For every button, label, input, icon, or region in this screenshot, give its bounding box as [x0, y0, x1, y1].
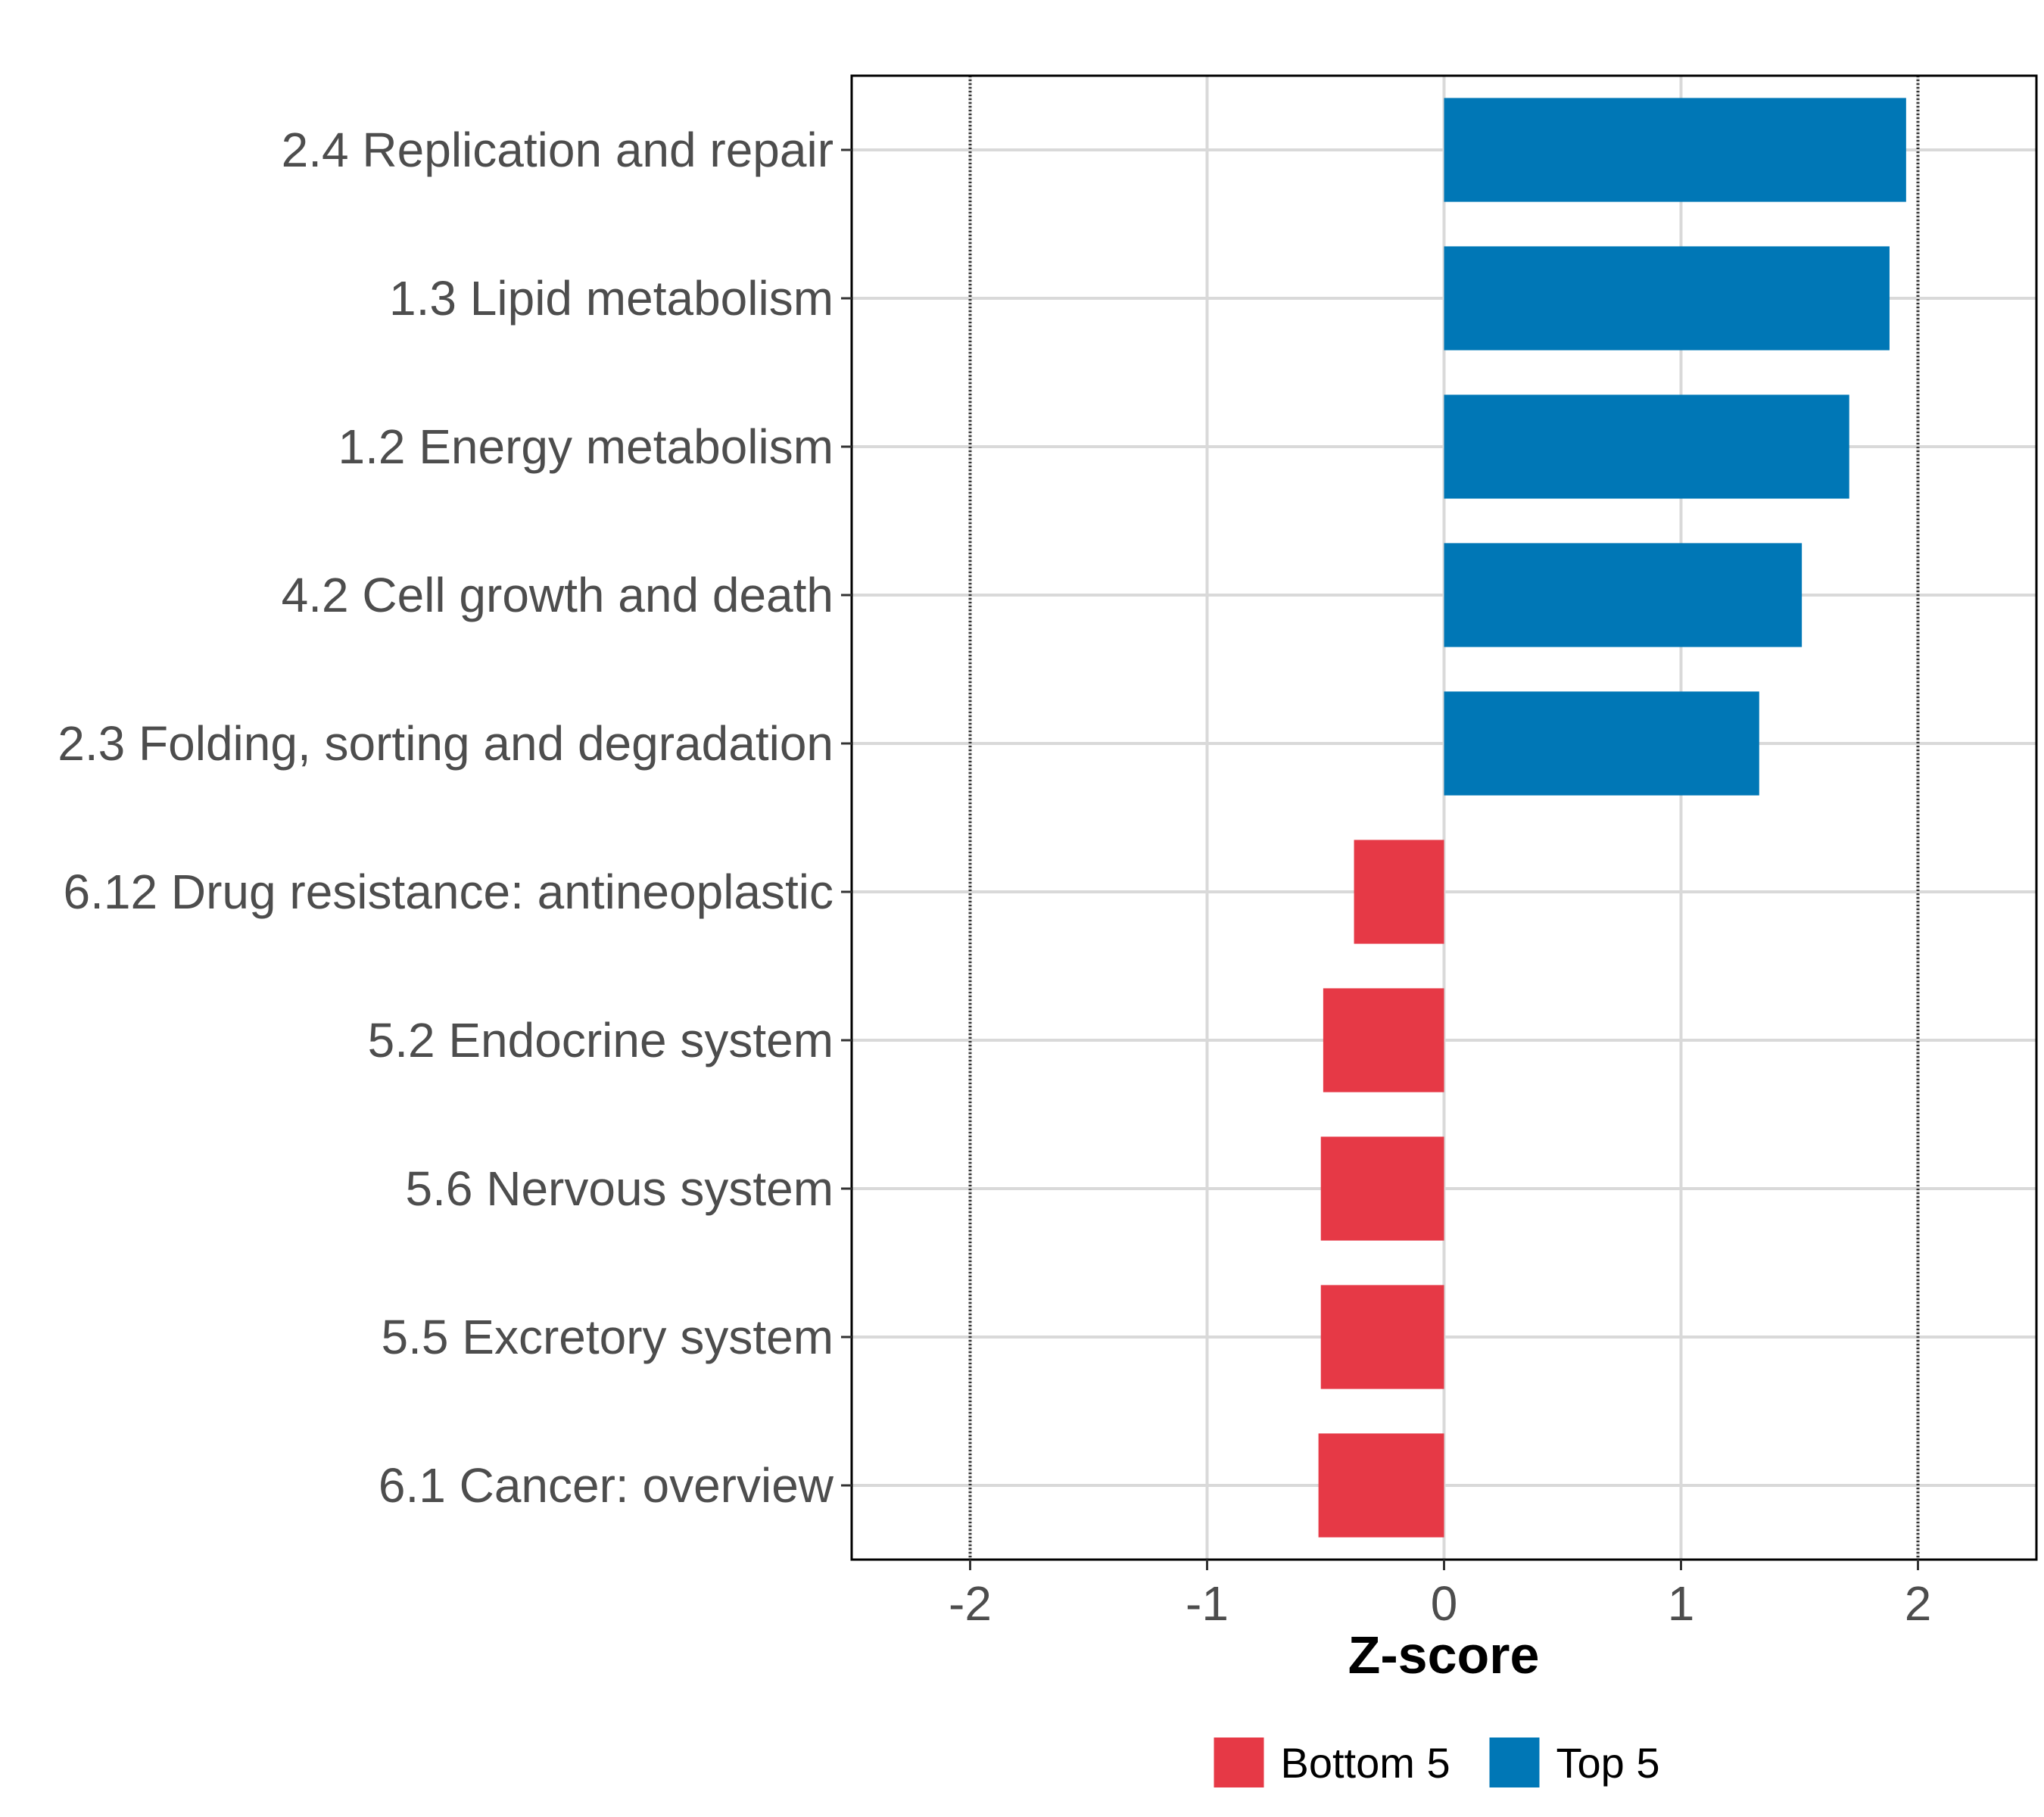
- x-tick-label: 1: [1668, 1576, 1695, 1631]
- bar: [1444, 691, 1759, 796]
- category-label: 1.2 Energy metabolism: [338, 419, 833, 474]
- x-tick-label: 0: [1431, 1576, 1458, 1631]
- reference-lines: [968, 76, 1920, 1560]
- x-tick-label: 2: [1905, 1576, 1932, 1631]
- bar: [1444, 98, 1906, 202]
- category-label: 4.2 Cell growth and death: [282, 568, 833, 622]
- x-tick-label: -1: [1186, 1576, 1229, 1631]
- legend-key: [1489, 1738, 1540, 1787]
- bar: [1354, 840, 1444, 944]
- x-axis: -2 -1 0 1 2: [949, 1560, 1931, 1631]
- bar: [1320, 1285, 1444, 1389]
- legend: Bottom 5 Top 5: [1214, 1738, 1660, 1787]
- bar: [1323, 988, 1444, 1092]
- bars-layer: [1318, 98, 1906, 1538]
- legend-key: [1214, 1738, 1264, 1787]
- category-label: 2.3 Folding, sorting and degradation: [58, 716, 833, 771]
- bar: [1444, 543, 1803, 647]
- legend-label: Bottom 5: [1281, 1739, 1450, 1787]
- category-label: 5.2 Endocrine system: [368, 1013, 833, 1067]
- bar: [1320, 1136, 1444, 1241]
- category-label: 1.3 Lipid metabolism: [389, 271, 833, 326]
- category-label: 5.5 Excretory system: [382, 1310, 834, 1364]
- category-label: 6.1 Cancer: overview: [379, 1458, 834, 1513]
- category-axis: 2.4 Replication and repair 1.3 Lipid meta…: [58, 123, 852, 1513]
- category-label: 6.12 Drug resistance: antineoplastic: [64, 865, 833, 919]
- bar: [1444, 394, 1849, 499]
- legend-label: Top 5: [1556, 1739, 1660, 1787]
- bar: [1444, 246, 1890, 351]
- bar: [1318, 1433, 1444, 1538]
- category-label: 5.6 Nervous system: [405, 1161, 833, 1216]
- category-label: 2.4 Replication and repair: [282, 123, 833, 177]
- x-axis-title: Z-score: [1348, 1625, 1540, 1685]
- x-tick-label: -2: [949, 1576, 992, 1631]
